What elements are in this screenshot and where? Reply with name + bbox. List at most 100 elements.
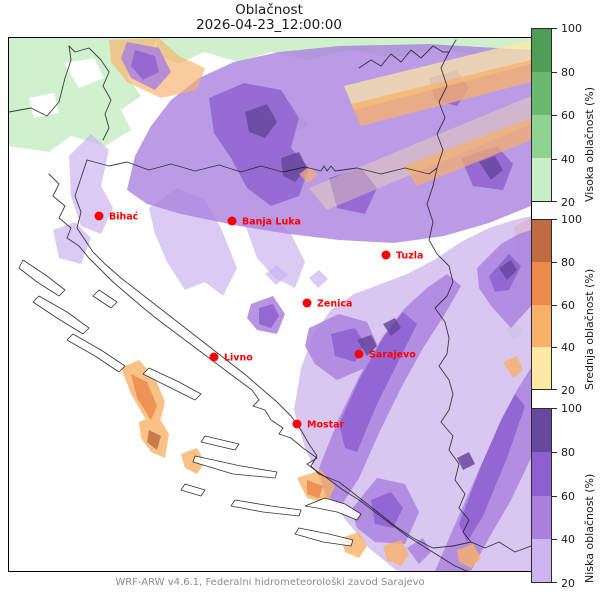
- colorbar-tick-label: 80: [561, 445, 575, 459]
- colorbar-axis-label: Niska oblačnost (%): [583, 473, 596, 583]
- low-cloud-top-blob-core: [131, 50, 159, 80]
- colorbar-tick-label: 60: [561, 489, 575, 503]
- colorbar-segment: [532, 304, 551, 347]
- city-label: Tuzla: [396, 251, 423, 262]
- border-montenegro: [470, 541, 531, 553]
- model-caption: WRF-ARW v4.6.1, Federalni hidrometeorolo…: [115, 577, 425, 588]
- colorbar-high-clouds: 100 80 60 40 20 Visoka oblačnost (%): [531, 22, 600, 209]
- low-cloud-darkest: [245, 104, 503, 182]
- city-label: Banja Luka: [242, 217, 301, 228]
- colorbar-axis-label: Visoka oblačnost (%): [583, 86, 596, 202]
- border-bosnia-south: [318, 473, 472, 549]
- city-marker-bihać: Bihać: [94, 211, 139, 223]
- low-cloud-se-core: [339, 312, 525, 542]
- city-marker-mostar: Mostar: [292, 419, 345, 431]
- colorbar-tick: [552, 158, 557, 160]
- mid-cloud-orange-band: [351, 60, 531, 126]
- city-dot: [227, 216, 237, 226]
- colorbar-tick: [552, 71, 557, 73]
- border-sava: [86, 159, 438, 175]
- colorbar-segment: [532, 29, 551, 72]
- city-label: Sarajevo: [369, 350, 416, 361]
- colorbar-low-clouds: 100 80 60 40 20 Niska oblačnost (%): [531, 402, 600, 590]
- city-dot: [381, 250, 391, 260]
- city-dot: [292, 419, 302, 429]
- colorbar-tick-label: 100: [561, 213, 582, 226]
- city-marker-livno: Livno: [209, 352, 253, 364]
- city-label: Bihać: [109, 212, 139, 223]
- city-dot: [209, 352, 219, 362]
- plot-title: Oblačnost 2026-04-23_12:00:00: [8, 3, 530, 33]
- mid-cloud-coastal-core: [307, 480, 323, 498]
- colorbar-tick: [552, 582, 557, 583]
- colorbar-tick: [552, 261, 557, 263]
- colorbar-tick-label: 80: [561, 255, 575, 269]
- colorbar-bar: [531, 219, 552, 390]
- cloud-field-svg: Bihać Banja Luka Tuzla Zenica Livno Sarajevo M…: [9, 38, 531, 571]
- colorbar-tick: [552, 495, 557, 497]
- colorbar-tick: [552, 219, 557, 220]
- title-line2: 2026-04-23_12:00:00: [196, 17, 342, 33]
- mid-cloud-coastal-core: [131, 374, 157, 420]
- colorbar-segment: [532, 72, 551, 115]
- city-marker-tuzla: Tuzla: [381, 250, 423, 262]
- colorbar-tick-label: 60: [561, 298, 575, 312]
- colorbar-tick: [552, 389, 557, 390]
- colorbar-mid-clouds: 100 80 60 40 20 Srednja oblačnost (%): [531, 213, 600, 397]
- title-line1: Oblačnost: [235, 2, 303, 18]
- border-drina-north: [436, 39, 457, 169]
- low-cloud-fringe: [69, 134, 113, 234]
- low-cloud-se-layer: [247, 216, 531, 571]
- colorbar-tick-label: 20: [561, 196, 575, 209]
- border-drina-south: [426, 167, 472, 543]
- colorbar-segment: [532, 346, 551, 389]
- colorbar-segment: [532, 158, 551, 201]
- low-cloud-fringe: [53, 222, 328, 288]
- colorbar-tick-label: 80: [561, 65, 575, 79]
- colorbar-tick: [552, 304, 557, 306]
- city-dot: [354, 349, 364, 359]
- low-cloud-core: [329, 70, 513, 214]
- border-lines-layer: [9, 39, 531, 571]
- mid-cloud-layer: [109, 38, 531, 270]
- city-label: Mostar: [307, 420, 345, 431]
- border-slovenia: [68, 45, 112, 141]
- colorbar-axis-label: Srednja oblačnost (%): [583, 268, 596, 390]
- colorbar-segment: [532, 495, 551, 539]
- colorbar-tick: [552, 28, 557, 29]
- colorbar-tick-label: 100: [561, 402, 582, 415]
- colorbar-tick: [552, 451, 557, 453]
- city-marker-sarajevo: Sarajevo: [354, 349, 416, 361]
- border-bosnia-west: [74, 159, 320, 475]
- city-dot: [302, 298, 312, 308]
- border-slovenia-west: [9, 45, 72, 117]
- coastline: [48, 173, 468, 571]
- city-dot: [94, 211, 104, 221]
- low-cloud-se-band: [435, 230, 531, 571]
- colorbar-tick-label: 20: [561, 384, 575, 397]
- colorbar-tick-label: 40: [561, 533, 575, 547]
- mid-cloud-wide-band: [309, 96, 531, 210]
- colorbar-segment: [532, 115, 551, 158]
- colorbar-segment: [532, 262, 551, 305]
- colorbar-tick-label: 20: [561, 577, 575, 590]
- islands: [18, 259, 362, 547]
- border-hungary: [358, 45, 450, 69]
- low-cloud-se-core: [259, 254, 521, 528]
- city-marker-zenica: Zenica: [302, 298, 352, 310]
- weather-map: Bihać Banja Luka Tuzla Zenica Livno Sarajevo M…: [8, 37, 532, 572]
- city-markers-layer: Bihać Banja Luka Tuzla Zenica Livno Sarajevo M…: [94, 211, 423, 431]
- colorbar-tick: [552, 115, 557, 116]
- mid-cloud-coastal-dark: [147, 430, 161, 450]
- colorbar-tick-label: 60: [561, 109, 575, 122]
- city-label: Zenica: [317, 299, 352, 310]
- colorbar-tick-label: 40: [561, 152, 575, 166]
- colorbar-tick-label: 100: [561, 22, 582, 35]
- colorbar-tick: [552, 347, 557, 349]
- colorbar-segment: [532, 452, 551, 496]
- mid-cloud-pale-band: [344, 40, 531, 110]
- colorbar-segment: [532, 538, 551, 582]
- colorbar-segment: [532, 409, 551, 453]
- city-marker-banja-luka: Banja Luka: [227, 216, 301, 228]
- mid-cloud-coastal-layer: [121, 356, 523, 568]
